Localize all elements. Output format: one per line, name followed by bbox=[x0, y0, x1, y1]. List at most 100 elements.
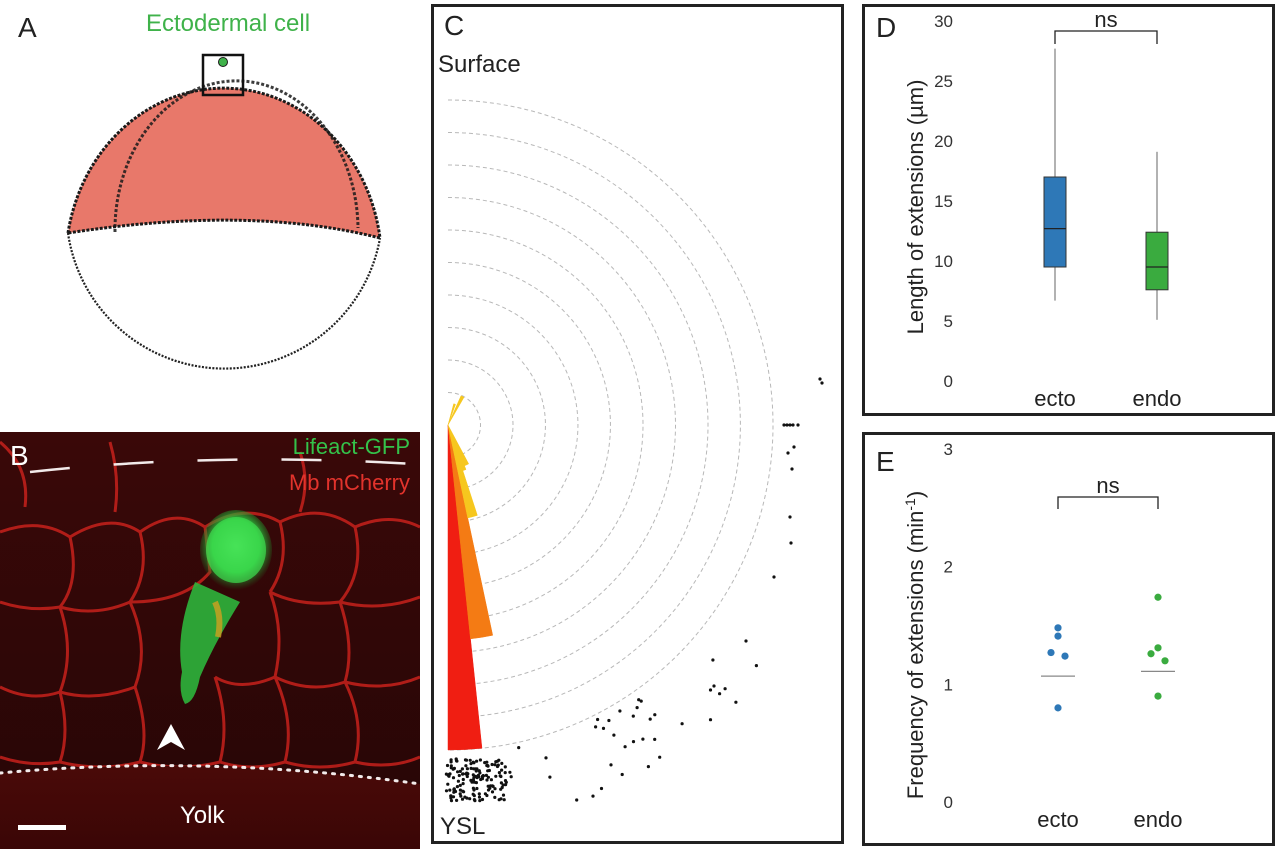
scatter-y-tick-label: 0 bbox=[944, 793, 953, 812]
ysl-point bbox=[477, 769, 481, 773]
rose-wedge bbox=[447, 424, 469, 467]
polar-grid-ring bbox=[447, 294, 579, 556]
ysl-point bbox=[455, 798, 459, 803]
ysl-point bbox=[790, 467, 794, 471]
micrograph-image bbox=[0, 432, 420, 849]
box-plot-y-tick-label: 15 bbox=[934, 192, 953, 211]
ysl-point bbox=[483, 761, 487, 765]
ysl-point bbox=[458, 792, 462, 796]
ysl-point bbox=[458, 783, 462, 788]
ysl-point bbox=[609, 763, 613, 767]
ysl-point bbox=[460, 797, 465, 801]
ysl-point bbox=[485, 778, 489, 782]
ysl-point bbox=[599, 786, 604, 791]
ysl-point bbox=[503, 779, 508, 783]
ysl-point bbox=[487, 768, 491, 773]
ysl-point bbox=[499, 797, 503, 801]
significance-bracket bbox=[1054, 30, 1158, 44]
ysl-point bbox=[594, 725, 598, 729]
ysl-point bbox=[818, 377, 822, 381]
ysl-point bbox=[501, 793, 506, 797]
ysl-point bbox=[493, 795, 497, 800]
polar-grid-ring bbox=[447, 327, 546, 523]
ysl-point bbox=[471, 760, 475, 764]
ysl-point bbox=[601, 726, 606, 731]
ysl-point bbox=[486, 764, 490, 768]
ysl-point bbox=[782, 423, 786, 427]
panel-letter-a: A bbox=[18, 12, 37, 43]
ysl-point bbox=[451, 776, 456, 780]
ysl-point bbox=[478, 758, 482, 762]
ysl-point bbox=[544, 756, 548, 760]
ysl-point bbox=[648, 717, 652, 721]
ysl-point bbox=[456, 770, 460, 774]
cell-highlight-box bbox=[201, 53, 245, 97]
ysl-point bbox=[591, 794, 595, 798]
ysl-point bbox=[503, 765, 507, 769]
scatter-y-label-sup: -1 bbox=[902, 498, 918, 511]
ysl-point bbox=[501, 783, 505, 787]
scatter-y-label-main: Frequency of extensions (min bbox=[903, 511, 928, 800]
label-yolk: Yolk bbox=[180, 802, 225, 829]
scatter-y-axis-label: Frequency of extensions (min-1) bbox=[902, 491, 928, 799]
panel-a: Ectodermal cell bbox=[0, 0, 440, 420]
scale-bar bbox=[18, 825, 66, 830]
yolk-area bbox=[0, 765, 420, 849]
scatter-point-endo bbox=[1154, 692, 1162, 700]
ysl-point bbox=[465, 771, 469, 775]
ysl-point bbox=[653, 713, 657, 717]
ysl-point bbox=[653, 737, 657, 742]
panel-c: Surface YSL bbox=[431, 4, 844, 844]
ysl-point bbox=[465, 767, 469, 771]
ysl-point bbox=[788, 423, 792, 427]
ysl-point bbox=[495, 764, 500, 769]
ysl-point bbox=[486, 775, 490, 779]
ysl-point bbox=[457, 773, 461, 778]
scatter-point-ecto bbox=[1061, 652, 1069, 660]
ysl-point bbox=[792, 445, 796, 449]
panel-letter-e: E bbox=[876, 446, 895, 477]
ysl-point bbox=[477, 792, 481, 796]
ysl-point bbox=[509, 775, 513, 779]
ysl-point bbox=[472, 780, 476, 784]
ysl-point bbox=[502, 798, 506, 802]
ysl-point bbox=[452, 787, 456, 791]
ysl-point bbox=[458, 788, 462, 792]
box-plot-y-tick-label: 5 bbox=[944, 312, 953, 331]
ysl-point bbox=[461, 789, 465, 793]
ysl-point bbox=[499, 787, 503, 791]
ysl-point bbox=[465, 774, 469, 779]
arrowhead-icon bbox=[157, 724, 185, 750]
significance-label: ns bbox=[1094, 7, 1117, 32]
ysl-point bbox=[483, 792, 487, 796]
scatter-category-label-endo: endo bbox=[1134, 807, 1183, 832]
ysl-point bbox=[461, 777, 465, 782]
box-plot-y-axis-label: Length of extensions (µm) bbox=[903, 80, 928, 335]
ysl-point bbox=[503, 771, 507, 775]
scatter-y-tick-label: 2 bbox=[944, 558, 953, 577]
ysl-point bbox=[548, 775, 552, 779]
label-mb-mcherry: Mb mCherry bbox=[288, 470, 410, 495]
ysl-dotted-line bbox=[0, 764, 420, 786]
ysl-point bbox=[449, 799, 454, 803]
panel-letter-d: D bbox=[876, 12, 897, 43]
embryo-diagram bbox=[66, 53, 382, 370]
box-category-label-endo: endo bbox=[1133, 386, 1182, 411]
ysl-point bbox=[464, 764, 468, 768]
ysl-point bbox=[596, 717, 600, 722]
ysl-point bbox=[631, 740, 636, 744]
ysl-point bbox=[475, 786, 479, 791]
scatter-point-endo bbox=[1161, 657, 1169, 665]
box-plot-y-tick-label: 20 bbox=[934, 132, 953, 151]
scatter-point-ecto bbox=[1054, 624, 1062, 632]
ysl-point bbox=[488, 786, 492, 790]
ysl-point bbox=[641, 737, 645, 741]
ysl-point bbox=[796, 423, 800, 427]
surface-line bbox=[29, 458, 416, 474]
ysl-point bbox=[490, 790, 495, 794]
ysl-point bbox=[449, 760, 453, 764]
scatter-y-label-end: ) bbox=[903, 491, 928, 498]
ysl-point bbox=[469, 778, 473, 783]
ysl-point bbox=[472, 794, 476, 798]
ysl-point bbox=[789, 541, 793, 545]
